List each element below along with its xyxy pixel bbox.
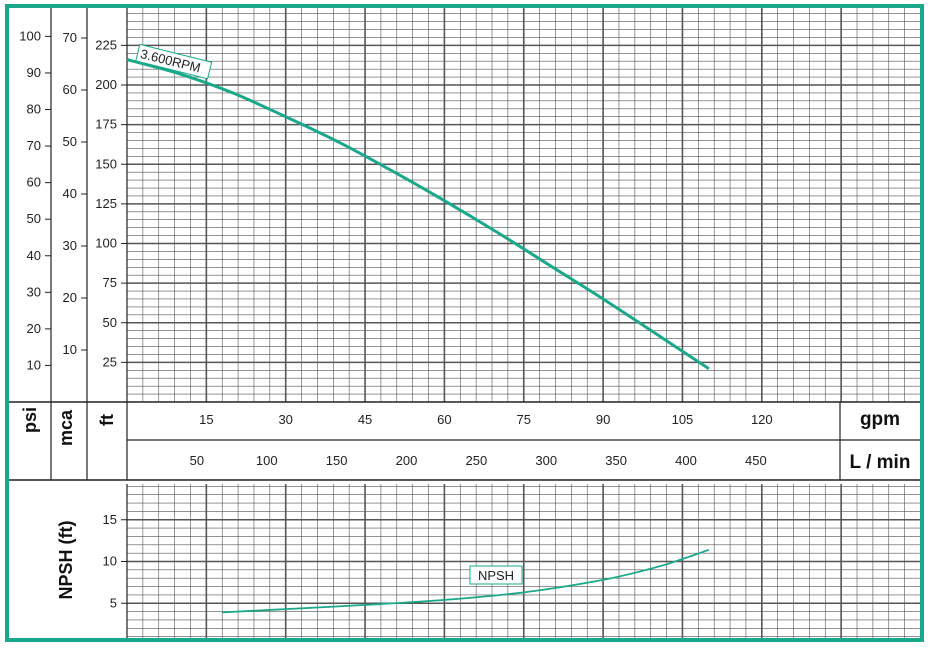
npsh-tick-label: 5 <box>110 595 117 610</box>
gpm-tick-label: 105 <box>672 412 694 427</box>
npsh-tick-label: 10 <box>103 554 117 569</box>
mca-tick-label: 30 <box>63 238 77 253</box>
rpm-curve-line <box>126 58 710 370</box>
gpm-tick-label: 60 <box>437 412 451 427</box>
ft-tick-label: 200 <box>95 77 117 92</box>
npsh-tick-label: 15 <box>103 512 117 527</box>
mca-tick-label: 50 <box>63 134 77 149</box>
lmin-unit-label: L / min <box>850 452 911 473</box>
ft-tick-label: 75 <box>103 275 117 290</box>
gpm-tick-label: 75 <box>517 412 531 427</box>
ft-tick-label: 175 <box>95 117 117 132</box>
psi-tick-label: 70 <box>27 138 41 153</box>
psi-tick-label: 20 <box>27 321 41 336</box>
grid <box>127 8 920 638</box>
lmin-tick-label: 100 <box>256 453 278 468</box>
psi-unit-label: psi <box>20 407 40 433</box>
lmin-tick-label: 200 <box>396 453 418 468</box>
gpm-tick-label: 15 <box>199 412 213 427</box>
ft-tick-label: 100 <box>95 236 117 251</box>
labels: psi mca ft gpm L / min NPSH (ft) <box>20 407 910 600</box>
ft-tick-label: 225 <box>95 37 117 52</box>
ft-tick-label: 25 <box>103 354 117 369</box>
mca-tick-label: 70 <box>63 30 77 45</box>
gpm-tick-label: 120 <box>751 412 773 427</box>
mca-tick-label: 20 <box>63 290 77 305</box>
gpm-tick-label: 45 <box>358 412 372 427</box>
lmin-tick-label: 150 <box>326 453 348 468</box>
psi-tick-label: 30 <box>27 284 41 299</box>
lmin-tick-label: 300 <box>535 453 557 468</box>
gpm-tick-label: 90 <box>596 412 610 427</box>
npsh-curve-label: NPSH <box>478 568 514 583</box>
mca-tick-label: 10 <box>63 342 77 357</box>
lmin-tick-label: 400 <box>675 453 697 468</box>
gpm-unit-label: gpm <box>860 409 900 430</box>
psi-tick-label: 90 <box>27 65 41 80</box>
mca-tick-label: 40 <box>63 186 77 201</box>
gpm-tick-label: 30 <box>278 412 292 427</box>
rpm-curve-label-box <box>135 43 213 80</box>
ft-unit-label: ft <box>97 414 117 426</box>
ft-tick-label: 50 <box>103 315 117 330</box>
ft-tick-label: 125 <box>95 196 117 211</box>
psi-tick-label: 10 <box>27 357 41 372</box>
npsh-curve-line <box>222 548 710 614</box>
mca-unit-label: mca <box>56 409 76 446</box>
psi-tick-label: 60 <box>27 175 41 190</box>
psi-tick-label: 50 <box>27 211 41 226</box>
npsh-curve-label-box <box>469 565 523 585</box>
ft-tick-label: 150 <box>95 156 117 171</box>
chart-frame <box>5 4 924 642</box>
psi-tick-label: 80 <box>27 102 41 117</box>
lmin-tick-label: 50 <box>190 453 204 468</box>
psi-tick-label: 40 <box>27 248 41 263</box>
lmin-tick-label: 250 <box>466 453 488 468</box>
mca-tick-label: 60 <box>63 82 77 97</box>
psi-tick-label: 100 <box>19 28 41 43</box>
lmin-tick-label: 350 <box>605 453 627 468</box>
lmin-tick-label: 450 <box>745 453 767 468</box>
axes: 25 50 75 100 125 150 175 200 225 10 20 30 40 50 60 70 10… <box>8 8 921 638</box>
npsh-unit-label: NPSH (ft) <box>56 521 76 600</box>
